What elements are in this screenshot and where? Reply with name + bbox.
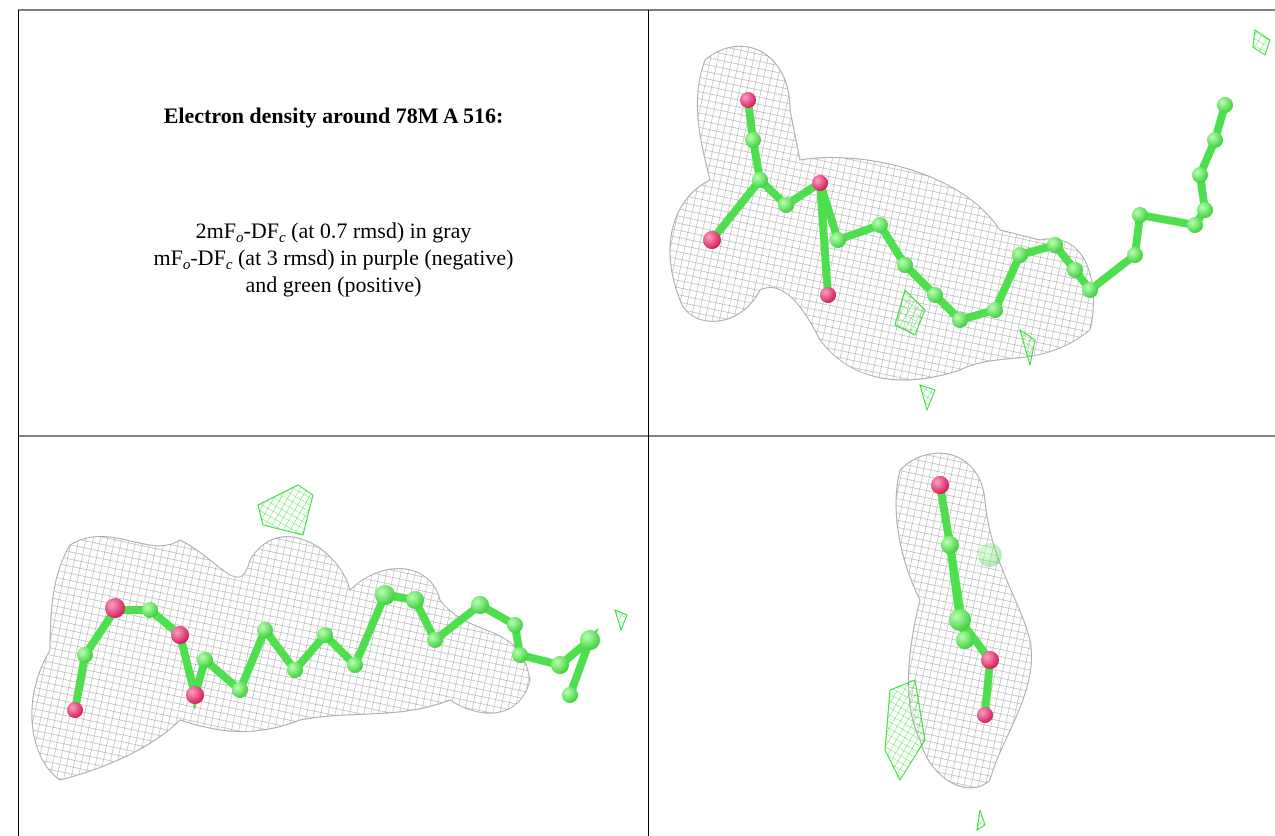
text: 2mF — [195, 218, 236, 243]
legend-line: mFo-DFc (at 3 rmsd) in purple (negative) — [19, 244, 648, 273]
text: -DF — [190, 245, 226, 270]
subscript: o — [236, 230, 244, 246]
caption-lines: 2mFo-DFc (at 0.7 rmsd) in gray mFo-DFc (… — [19, 217, 648, 298]
density-view-1 — [669, 29, 1271, 412]
text: and green (positive) — [245, 272, 422, 297]
subscript: c — [278, 230, 286, 246]
caption-cell: Electron density around 78M A 516: 2mFo-… — [19, 11, 648, 436]
subscript: c — [225, 257, 233, 273]
text: -DF — [243, 218, 279, 243]
subscript: o — [182, 257, 191, 273]
caption-title: Electron density around 78M A 516: — [163, 103, 504, 128]
density-view-3 — [884, 452, 1032, 831]
legend-line: 2mFo-DFc (at 0.7 rmsd) in gray — [19, 217, 648, 246]
legend-line: and green (positive) — [19, 271, 648, 298]
text: (at 3 rmsd) in purple (negative) — [232, 245, 514, 270]
table-borders — [18, 9, 1275, 836]
density-view-2 — [31, 484, 628, 781]
text: (at 0.7 rmsd) in gray — [285, 218, 472, 243]
text: mF — [153, 245, 183, 270]
